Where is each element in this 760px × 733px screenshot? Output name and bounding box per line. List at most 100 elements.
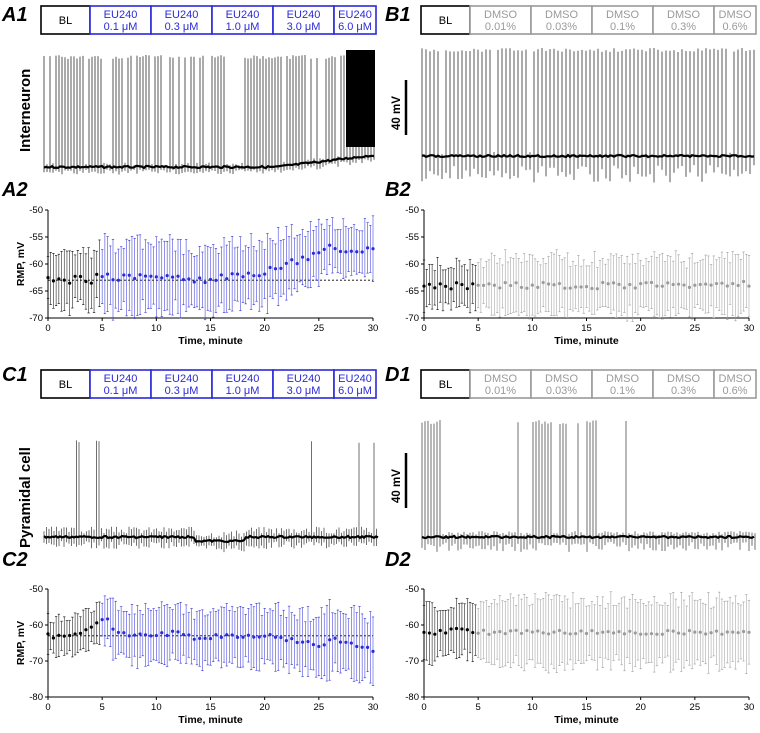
data-point [214,278,218,282]
data-point [111,627,115,631]
data-point [187,633,191,637]
data-point [105,272,110,276]
data-point [219,635,223,640]
data-point [295,261,299,266]
data-point [465,628,469,632]
data-point [187,277,191,281]
condition-box [652,369,715,399]
y-tick-label: -55 [29,232,43,243]
condition-conc: 6.0 μM [338,21,372,33]
data-point [454,281,459,285]
data-point [306,639,310,644]
data-point [252,635,256,639]
panel-label-b1: B1 [385,4,411,26]
data-point [676,282,681,286]
data-point [360,645,364,649]
data-point [492,630,497,634]
data-point [704,632,708,636]
condition-conc: 0.6% [722,21,747,33]
row-label-interneuron: Interneuron [17,69,34,152]
data-point [655,284,659,288]
data-point [328,243,332,247]
data-point [290,258,294,262]
data-point [257,274,261,278]
data-point [165,274,169,278]
panel-label-c1: C1 [2,364,28,386]
row-label-pyramidal: Pyramidal cell [17,447,34,548]
data-point [476,631,480,635]
condition-name: EU240 [104,373,138,385]
data-point [279,266,283,271]
data-point [628,282,632,287]
data-point [73,274,77,278]
data-point [503,631,507,636]
data-point [170,629,175,633]
panel-label-c2: C2 [2,549,28,571]
data-point [203,280,207,285]
data-point [633,286,637,290]
data-point [176,630,180,634]
condition-conc: 0.1% [610,385,635,397]
x-axis-label: Time, minute [554,714,619,726]
x-axis-label: Time, minute [178,335,243,347]
data-point [89,625,93,629]
data-point [422,630,426,634]
data-point [338,249,343,254]
y-tick-label: -60 [29,620,43,631]
condition-conc: 0.3% [671,21,696,33]
condition-conc: 0.3 μM [165,21,199,33]
data-point [519,631,524,636]
data-point [230,272,234,276]
y-tick-label: -60 [405,259,419,270]
data-point [741,629,746,634]
data-point [138,273,142,277]
data-point [62,278,66,282]
y-tick-label: -50 [405,205,419,216]
data-point [154,633,158,638]
rmp-plot-c2: -80 -70 -60 -50 0 5 10 15 20 25 30 Time, minute RMP,… [15,584,378,726]
condition-conc: 0.3 μM [165,385,199,397]
condition-name: DMSO [484,9,517,21]
data-point [284,261,288,265]
data-point [427,282,432,286]
data-point [51,279,56,283]
data-point [731,281,735,286]
data-point [111,278,115,282]
condition-box [150,369,213,399]
data-point [720,281,724,285]
data-point [584,285,589,289]
trace-sweeps [421,48,755,183]
data-point [198,636,202,641]
x-tick-label: 25 [690,323,701,334]
data-point [192,637,196,641]
x-axis-label: Time, minute [178,714,243,726]
data-point [344,250,348,254]
condition-box [652,5,715,35]
data-point [371,649,375,653]
data-point [622,632,627,636]
data-point [230,633,234,637]
data-point [454,626,459,631]
data-point [317,644,321,649]
data-point [514,281,518,285]
data-point [46,632,50,636]
data-point [595,287,599,291]
y-tick-label: -60 [29,259,43,270]
data-point [225,633,229,637]
data-point [676,631,681,635]
condition-name: DMSO [667,9,700,21]
data-point [257,635,261,639]
data-point [481,283,486,287]
condition-box [530,5,593,35]
condition-name: DMSO [606,373,639,385]
condition-box [591,5,654,35]
data-point [714,281,719,286]
data-point [427,631,432,635]
data-point [371,247,375,251]
data-point [422,284,426,288]
data-point [344,640,348,644]
data-point [568,286,572,290]
data-point [617,629,621,634]
